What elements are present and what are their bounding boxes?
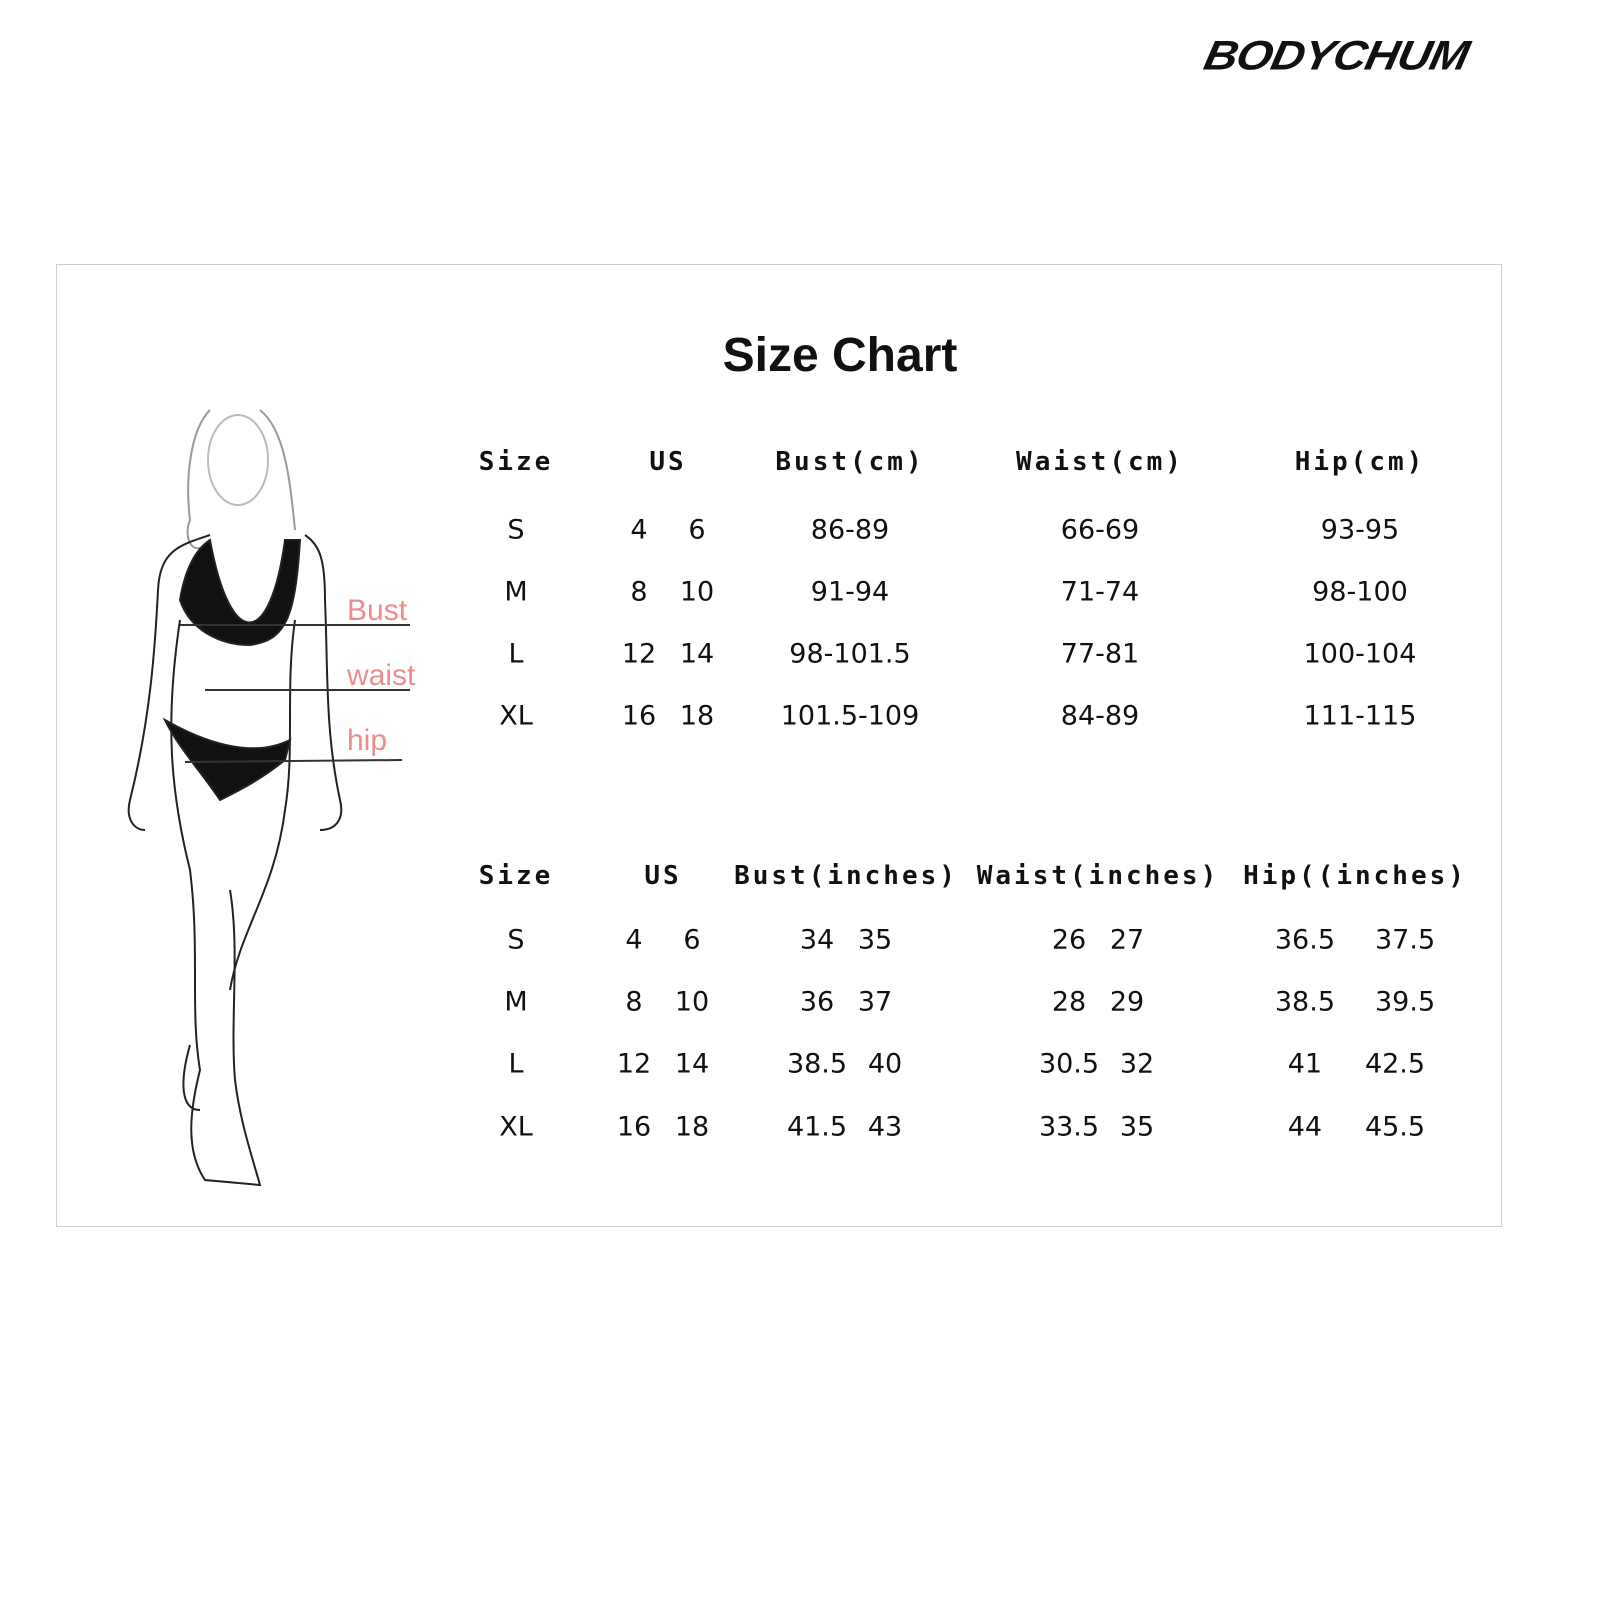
cell-hip: 93-95 (1320, 514, 1400, 546)
page-title: Size Chart (722, 329, 958, 382)
cell-value: 30.5 (1038, 1048, 1100, 1080)
cell-waist: 26 27 (1049, 925, 1147, 956)
cell-waist: 33.5 35 (1039, 1112, 1157, 1143)
cell-hip: 41 42.5 (1285, 1049, 1425, 1080)
column-header-size: Size (478, 861, 554, 891)
cell-us: 12 14 (614, 1049, 712, 1080)
cell-value: 16 (621, 700, 657, 732)
cell-value: 8 (630, 576, 648, 608)
cell-value: 41.5 (786, 1111, 848, 1143)
cell-value: 36 (799, 986, 835, 1018)
cell-value: 4 (625, 924, 643, 956)
body-measurement-illustration (127, 409, 410, 1187)
cell-size: XL (499, 1111, 533, 1143)
cell-hip: 44 45.5 (1285, 1112, 1425, 1143)
cell-value: 38.5 (786, 1048, 848, 1080)
cell-waist: 30.5 32 (1039, 1049, 1157, 1080)
cell-value: 39.5 (1375, 986, 1436, 1018)
cell-value: 40 (867, 1048, 903, 1080)
cell-size: XL (499, 700, 533, 732)
cell-value: 41 (1287, 1048, 1323, 1080)
cell-waist: 71-74 (1060, 576, 1140, 608)
cell-value: 35 (1119, 1111, 1155, 1143)
cell-hip: 38.5 39.5 (1275, 987, 1435, 1018)
cell-value: 42.5 (1364, 1048, 1426, 1080)
cell-size: S (507, 924, 525, 956)
column-header-us: US (649, 447, 687, 477)
cell-value: 12 (616, 1048, 652, 1080)
cell-size: M (504, 576, 528, 608)
cell-value: 16 (616, 1111, 652, 1143)
cell-value: 33.5 (1038, 1111, 1100, 1143)
cell-bust: 86-89 (810, 514, 890, 546)
cell-value: 4 (630, 514, 648, 546)
cell-bust: 91-94 (810, 576, 890, 608)
column-header-bust: Bust(cm) (775, 447, 925, 477)
cell-value: 18 (679, 700, 715, 732)
cell-value: 27 (1109, 924, 1145, 956)
hip-label: hip (347, 724, 388, 757)
cell-value: 14 (674, 1048, 710, 1080)
cell-bust: 34 35 (797, 925, 895, 956)
column-header-hip: Hip(cm) (1294, 447, 1426, 477)
cell-bust: 98-101.5 (789, 638, 911, 670)
cell-value: 35 (857, 924, 893, 956)
cell-value: 37.5 (1375, 924, 1436, 956)
cell-us: 16 18 (614, 1112, 712, 1143)
column-header-size: Size (478, 447, 554, 477)
cell-hip: 111-115 (1303, 700, 1417, 732)
cell-us: 12 14 (619, 639, 717, 670)
cell-us: 16 18 (619, 701, 717, 732)
cell-value: 37 (857, 986, 893, 1018)
cell-value: 18 (674, 1111, 710, 1143)
cell-value: 29 (1109, 986, 1145, 1018)
cell-waist: 66-69 (1060, 514, 1140, 546)
cell-bust: 41.5 43 (787, 1112, 905, 1143)
cell-value: 45.5 (1364, 1111, 1426, 1143)
size-chart-frame (56, 264, 1502, 1227)
cell-bust: 38.5 40 (787, 1049, 905, 1080)
column-header-hip: Hip((inches) (1243, 861, 1467, 891)
cell-value: 43 (867, 1111, 903, 1143)
cell-value: 28 (1051, 986, 1087, 1018)
cell-value: 26 (1051, 924, 1087, 956)
cell-value: 36.5 (1274, 924, 1335, 956)
cell-value: 44 (1287, 1111, 1323, 1143)
cell-us: 8 10 (614, 987, 712, 1018)
cell-hip: 100-104 (1303, 638, 1417, 670)
cell-value: 8 (625, 986, 643, 1018)
column-header-waist: Waist(cm) (1016, 447, 1184, 477)
cell-us: 8 10 (619, 577, 717, 608)
cell-bust: 101.5-109 (780, 700, 920, 732)
cell-hip: 98-100 (1312, 576, 1408, 608)
cell-value: 14 (679, 638, 715, 670)
waist-label: waist (347, 659, 416, 692)
bust-label: Bust (347, 594, 408, 627)
cell-waist: 84-89 (1060, 700, 1140, 732)
column-header-us: US (644, 861, 682, 891)
cell-size: M (504, 986, 528, 1018)
cell-waist: 77-81 (1060, 638, 1140, 670)
brand-logo: BODYCHUM (1200, 31, 1473, 79)
cell-value: 38.5 (1274, 986, 1335, 1018)
cell-hip: 36.5 37.5 (1275, 925, 1435, 956)
cell-size: L (508, 638, 524, 670)
cell-value: 34 (799, 924, 835, 956)
cell-value: 32 (1119, 1048, 1155, 1080)
cell-value: 12 (621, 638, 657, 670)
column-header-bust: Bust(inches) (734, 861, 958, 891)
cell-size: S (507, 514, 525, 546)
cell-value: 10 (674, 986, 710, 1018)
cell-size: L (508, 1048, 524, 1080)
cell-value: 6 (688, 514, 706, 546)
column-header-waist: Waist(inches) (976, 861, 1220, 891)
cell-value: 6 (683, 924, 701, 956)
cell-bust: 36 37 (797, 987, 895, 1018)
cell-value: 10 (679, 576, 715, 608)
cell-waist: 28 29 (1049, 987, 1147, 1018)
